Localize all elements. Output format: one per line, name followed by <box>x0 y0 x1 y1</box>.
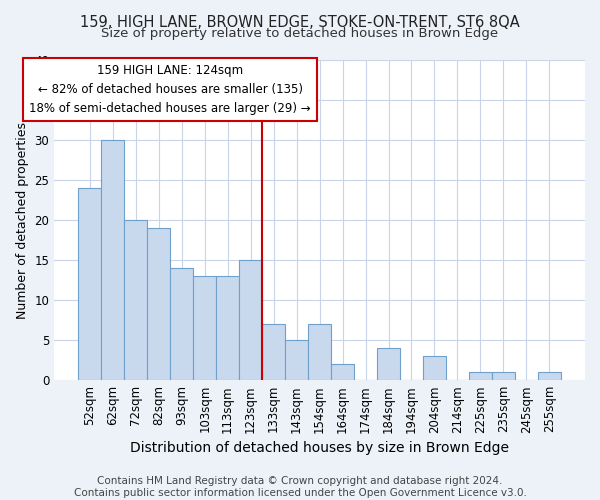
Text: 159, HIGH LANE, BROWN EDGE, STOKE-ON-TRENT, ST6 8QA: 159, HIGH LANE, BROWN EDGE, STOKE-ON-TRE… <box>80 15 520 30</box>
Bar <box>216 276 239 380</box>
Bar <box>170 268 193 380</box>
Bar <box>147 228 170 380</box>
Bar <box>78 188 101 380</box>
Bar <box>331 364 354 380</box>
Bar <box>492 372 515 380</box>
Bar <box>469 372 492 380</box>
Bar <box>124 220 147 380</box>
X-axis label: Distribution of detached houses by size in Brown Edge: Distribution of detached houses by size … <box>130 441 509 455</box>
Bar <box>308 324 331 380</box>
Text: Contains HM Land Registry data © Crown copyright and database right 2024.
Contai: Contains HM Land Registry data © Crown c… <box>74 476 526 498</box>
Bar <box>377 348 400 380</box>
Bar <box>239 260 262 380</box>
Bar <box>538 372 561 380</box>
Text: 159 HIGH LANE: 124sqm
← 82% of detached houses are smaller (135)
18% of semi-det: 159 HIGH LANE: 124sqm ← 82% of detached … <box>29 64 311 115</box>
Bar <box>285 340 308 380</box>
Y-axis label: Number of detached properties: Number of detached properties <box>16 122 29 318</box>
Bar <box>101 140 124 380</box>
Bar <box>423 356 446 380</box>
Text: Size of property relative to detached houses in Brown Edge: Size of property relative to detached ho… <box>101 28 499 40</box>
Bar <box>193 276 216 380</box>
Bar <box>262 324 285 380</box>
